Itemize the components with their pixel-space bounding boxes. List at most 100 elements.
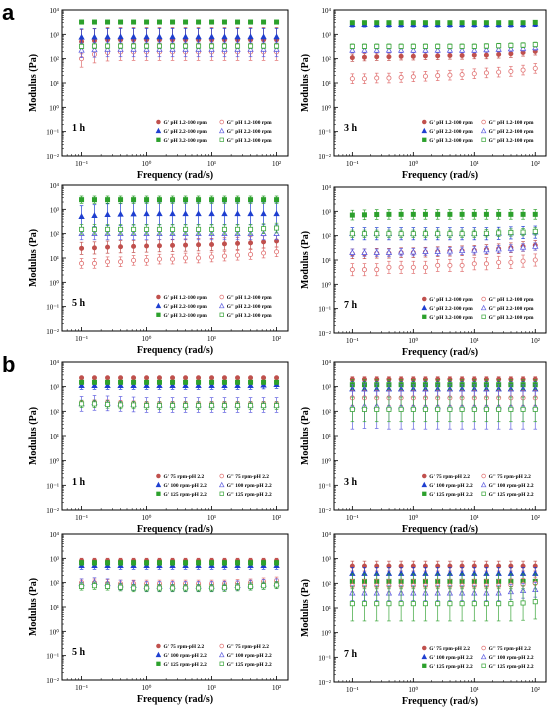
data-point: [130, 210, 137, 217]
y-axis-label: Modulus (Pa): [300, 54, 311, 112]
y-tick-label: 10⁻²: [318, 679, 331, 687]
data-point: [170, 403, 176, 409]
data-point: [508, 259, 514, 265]
legend-label: G' 100 rpm-pH 2.2: [163, 653, 207, 659]
y-tick-label: 10¹: [50, 433, 59, 441]
data-point: [520, 600, 526, 606]
legend-label: G" pH 3.2-100 rpm: [489, 138, 534, 144]
data-point: [471, 43, 477, 49]
data-point: [144, 403, 150, 409]
legend: G' 75 rpm-pH 2.2 G' 100 rpm-pH 2.2 G' 125 …: [421, 473, 534, 498]
data-point: [248, 560, 254, 566]
data-point: [471, 211, 477, 217]
data-point: [118, 584, 124, 590]
data-point: [274, 375, 280, 381]
data-point: [78, 33, 85, 40]
data-point: [221, 585, 227, 591]
legend-entry: G' 75 rpm-pH 2.2: [422, 473, 470, 480]
legend-label: G" pH 3.2-100 rpm: [227, 138, 272, 144]
panel-letter-b: b: [2, 352, 16, 377]
data-point: [235, 43, 241, 49]
legend: G' pH 1.2-100 rpm G' pH 2.2-100 rpm G' pH …: [421, 119, 534, 144]
data-point: [91, 375, 97, 381]
data-point: [422, 406, 428, 412]
data-point: [374, 212, 380, 218]
data-point: [183, 560, 189, 566]
y-tick-label: 10⁴: [50, 359, 60, 367]
data-point: [496, 211, 502, 217]
data-point: [349, 46, 356, 53]
y-tick-label: 10²: [322, 233, 331, 241]
data-point: [196, 585, 202, 591]
legend-entry: G' 75 rpm-pH 2.2: [156, 473, 204, 480]
data-point: [361, 212, 367, 218]
data-point: [447, 20, 453, 26]
y-tick-label: 10⁻¹: [46, 304, 59, 312]
y-tick-label: 10³: [322, 208, 331, 216]
data-point: [248, 379, 254, 385]
data-point: [447, 231, 453, 237]
legend-entry: G" pH 2.2-100 rpm: [480, 127, 534, 135]
data-point: [156, 210, 163, 217]
legend-label: G" pH 1.2-100 rpm: [489, 120, 534, 126]
data-point: [495, 45, 502, 52]
data-point: [447, 52, 453, 58]
data-point: [248, 403, 254, 409]
data-point: [170, 242, 176, 248]
x-tick-label: 10²: [272, 160, 281, 168]
x-tick-label: 10⁰: [408, 514, 418, 522]
legend-entry: G" 100 rpm-pH 2.2: [218, 481, 272, 489]
data-point: [398, 211, 404, 217]
data-point: [221, 45, 228, 52]
legend-label: G' 125 rpm-pH 2.2: [163, 492, 207, 498]
legend-marker: [218, 481, 225, 488]
data-point: [131, 402, 137, 408]
legend-marker: [155, 302, 162, 309]
y-tick-label: 10⁴: [322, 531, 332, 539]
time-annotation: 1 h: [72, 477, 86, 488]
data-point: [496, 230, 502, 236]
data-point: [422, 211, 428, 217]
y-tick-label: 10⁻¹: [46, 482, 59, 490]
data-point: [235, 19, 241, 25]
data-point: [520, 67, 526, 73]
data-point: [483, 230, 489, 236]
data-point: [261, 43, 267, 49]
y-tick-label: 10²: [50, 231, 59, 239]
data-point: [435, 73, 441, 79]
data-point: [471, 406, 477, 412]
y-tick-label: 10⁻¹: [318, 129, 331, 137]
data-point: [508, 211, 514, 217]
data-point: [195, 45, 202, 52]
y-tick-label: 10⁻²: [46, 328, 59, 336]
data-point: [483, 601, 489, 607]
y-tick-label: 10⁻²: [46, 507, 59, 515]
y-tick-label: 10⁰: [321, 104, 331, 112]
data-point: [118, 244, 124, 250]
data-point: [496, 20, 502, 26]
data-point: [131, 43, 137, 49]
x-tick-label: 10²: [531, 337, 540, 345]
data-point: [156, 33, 163, 40]
y-tick-label: 10¹: [322, 433, 331, 441]
data-point: [422, 20, 428, 26]
data-point: [349, 55, 355, 61]
legend-label: G" pH 3.2-100 rpm: [489, 315, 534, 321]
legend-entry: G' 75 rpm-pH 2.2: [156, 643, 204, 650]
data-point: [247, 33, 254, 40]
y-tick-label: 10⁻²: [318, 330, 331, 338]
data-point: [144, 375, 150, 381]
data-point: [79, 375, 85, 381]
data-point: [118, 19, 124, 25]
data-point: [118, 560, 124, 566]
data-point: [170, 585, 176, 591]
data-point: [349, 43, 355, 49]
data-point: [386, 211, 392, 217]
data-point: [260, 45, 267, 52]
data-point: [169, 210, 176, 217]
x-tick-label: 10⁻¹: [346, 337, 359, 345]
series-6: [349, 396, 538, 423]
legend-label: G' pH 1.2-100 rpm: [163, 295, 207, 301]
data-point: [105, 401, 111, 407]
data-point: [196, 226, 202, 232]
